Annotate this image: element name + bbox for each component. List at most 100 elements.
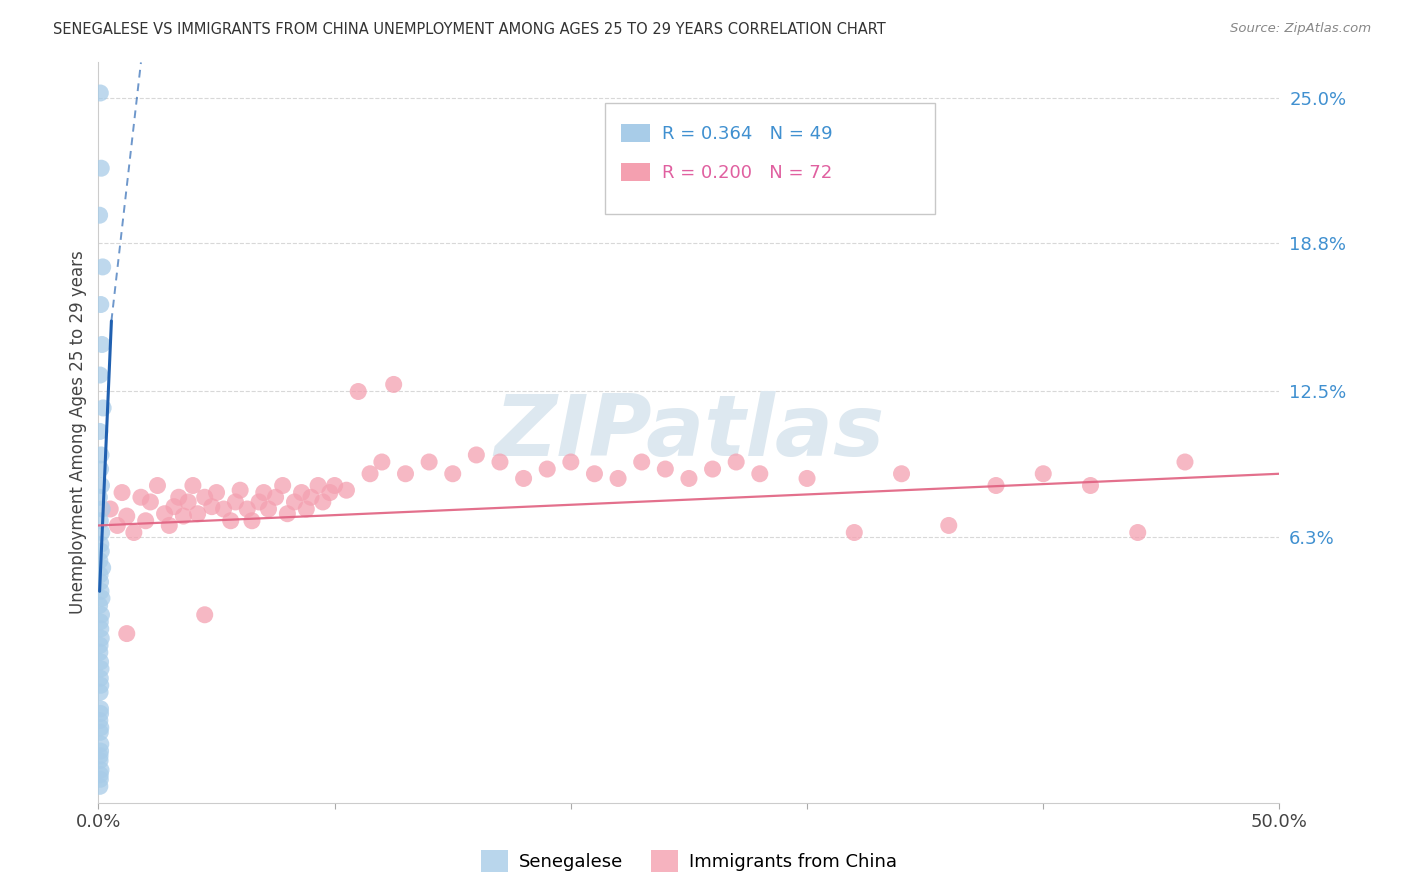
Point xyxy=(91,502,114,516)
Point xyxy=(205,485,228,500)
Point xyxy=(371,455,394,469)
Point xyxy=(299,490,322,504)
Point xyxy=(359,467,381,481)
Point xyxy=(512,471,534,485)
Point xyxy=(335,483,357,498)
Point xyxy=(163,500,186,514)
Point xyxy=(89,554,111,568)
Point xyxy=(91,337,114,351)
Point xyxy=(347,384,370,399)
Point xyxy=(90,744,112,758)
Point xyxy=(90,448,112,462)
Point xyxy=(247,495,270,509)
Point xyxy=(89,208,111,222)
Point xyxy=(91,260,114,274)
Point xyxy=(90,622,112,636)
Point xyxy=(90,706,112,721)
Point xyxy=(146,478,169,492)
Point xyxy=(312,495,335,509)
Point xyxy=(89,772,111,787)
Point xyxy=(90,655,112,669)
Point xyxy=(201,500,224,514)
Point xyxy=(181,478,204,492)
Point xyxy=(90,297,112,311)
Text: R = 0.364   N = 49: R = 0.364 N = 49 xyxy=(662,125,832,143)
Point xyxy=(264,490,287,504)
Point xyxy=(135,514,157,528)
Point xyxy=(194,490,217,504)
Point xyxy=(115,626,138,640)
Point xyxy=(236,502,259,516)
Point xyxy=(240,514,263,528)
Point xyxy=(172,509,194,524)
Point xyxy=(139,495,162,509)
Point xyxy=(212,502,235,516)
Point xyxy=(187,507,209,521)
Point xyxy=(654,462,676,476)
Point xyxy=(90,584,112,599)
Point xyxy=(725,455,748,469)
Point xyxy=(89,490,111,504)
Point xyxy=(630,455,652,469)
Point xyxy=(382,377,405,392)
Text: SENEGALESE VS IMMIGRANTS FROM CHINA UNEMPLOYMENT AMONG AGES 25 TO 29 YEARS CORRE: SENEGALESE VS IMMIGRANTS FROM CHINA UNEM… xyxy=(53,22,886,37)
Point xyxy=(89,780,111,794)
Point xyxy=(536,462,558,476)
Point xyxy=(90,525,112,540)
Point xyxy=(90,544,112,558)
Point xyxy=(323,478,346,492)
Point xyxy=(90,678,112,692)
Y-axis label: Unemployment Among Ages 25 to 29 years: Unemployment Among Ages 25 to 29 years xyxy=(69,251,87,615)
Point xyxy=(984,478,1007,492)
Text: Source: ZipAtlas.com: Source: ZipAtlas.com xyxy=(1230,22,1371,36)
Point xyxy=(89,86,111,100)
Point xyxy=(796,471,818,485)
Point xyxy=(90,574,112,589)
Point xyxy=(607,471,630,485)
Point xyxy=(90,763,112,777)
Point xyxy=(418,455,440,469)
Point xyxy=(219,514,242,528)
Point xyxy=(111,485,134,500)
Point xyxy=(890,467,912,481)
Point xyxy=(583,467,606,481)
Point xyxy=(748,467,770,481)
Point xyxy=(90,737,112,751)
Point xyxy=(91,561,114,575)
Point xyxy=(319,485,342,500)
Point xyxy=(157,518,180,533)
Point xyxy=(1032,467,1054,481)
Point xyxy=(89,599,111,613)
Point xyxy=(90,537,112,551)
Point xyxy=(489,455,512,469)
Point xyxy=(560,455,582,469)
Point xyxy=(90,702,112,716)
Point xyxy=(702,462,724,476)
Point xyxy=(90,721,112,735)
Point xyxy=(105,518,128,533)
Point xyxy=(89,714,111,728)
Point xyxy=(177,495,200,509)
Point xyxy=(122,525,145,540)
Point xyxy=(307,478,329,492)
Point xyxy=(194,607,217,622)
Point xyxy=(253,485,276,500)
Point xyxy=(115,509,138,524)
Legend: Senegalese, Immigrants from China: Senegalese, Immigrants from China xyxy=(474,842,904,879)
Point xyxy=(89,725,111,739)
Point xyxy=(90,478,112,492)
Point xyxy=(224,495,246,509)
Point xyxy=(89,671,111,685)
Point xyxy=(290,485,312,500)
Point xyxy=(276,507,298,521)
Point xyxy=(89,514,111,528)
Point xyxy=(89,767,111,781)
Point xyxy=(1174,455,1197,469)
Point xyxy=(91,591,114,606)
Point xyxy=(89,748,111,763)
Point xyxy=(441,467,464,481)
Point xyxy=(394,467,416,481)
Point xyxy=(229,483,252,498)
Point xyxy=(89,615,111,629)
Point xyxy=(1126,525,1149,540)
